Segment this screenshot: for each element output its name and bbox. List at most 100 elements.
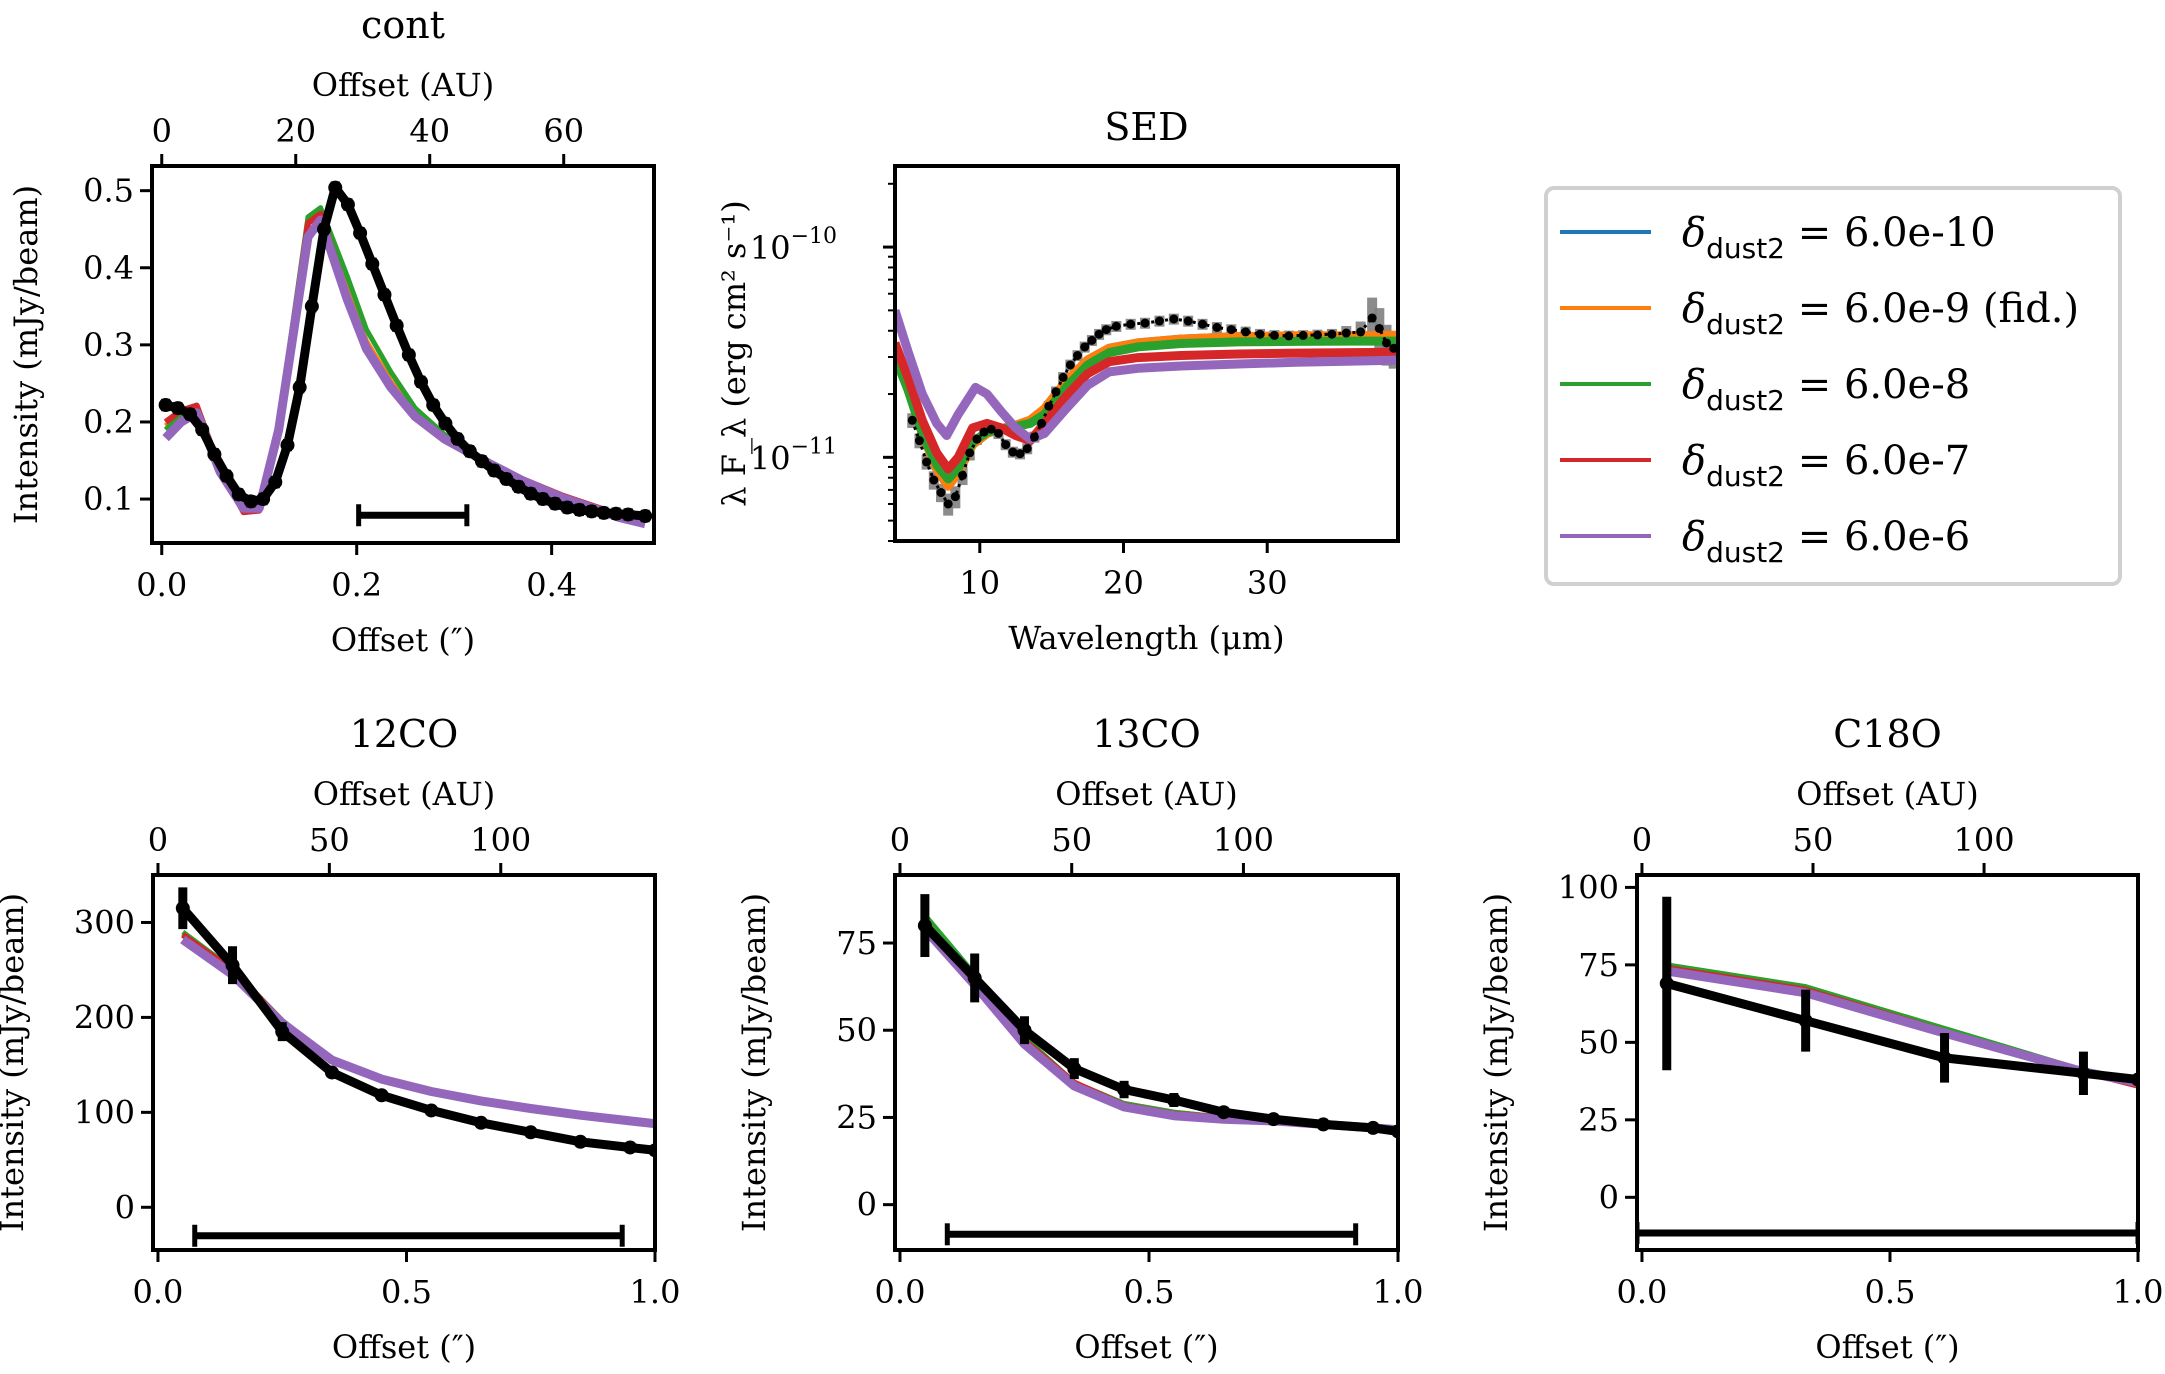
observed-point	[1198, 319, 1208, 329]
observed-point	[414, 374, 429, 389]
panel-cont: 0.0 0.2 0.4 0.1 0.2 0.3 0.4 0.5 0 20 40 60 Offset (A…	[7, 3, 656, 659]
observed-point	[1015, 449, 1025, 459]
y-axis-label: Intensity (mJy/beam)	[1477, 893, 1515, 1232]
observed-point	[275, 1024, 290, 1039]
top-x-axis-label: Offset (AU)	[313, 775, 495, 813]
observed-point	[450, 431, 465, 446]
top-tick-label: 50	[1793, 821, 1834, 859]
observed-point	[462, 444, 477, 459]
model-line-6-0e-6	[895, 309, 1398, 444]
observed-point	[231, 487, 246, 502]
observed-point	[324, 1065, 339, 1080]
observed-point	[365, 256, 380, 271]
x-tick-label: 0.0	[1617, 1273, 1668, 1311]
x-axis-label: Offset (″)	[332, 1328, 476, 1366]
legend-entry: δdust2 = 6.0e-10	[1560, 210, 1996, 265]
panel-title: 12CO	[350, 712, 459, 756]
observed-point	[243, 494, 258, 509]
observed-point	[1111, 321, 1121, 331]
observed-point	[1117, 1082, 1132, 1097]
observed-point	[1284, 331, 1294, 341]
y-tick-label: 75	[836, 924, 877, 962]
top-tick-label: 40	[409, 112, 450, 150]
legend-label: δdust2 = 6.0e-9 (fid.)	[1682, 286, 2079, 341]
observed-point	[317, 222, 332, 237]
top-tick-label: 0	[890, 821, 910, 859]
top-tick-label: 0	[148, 821, 168, 859]
panel-title: C18O	[1833, 712, 1942, 756]
legend-frame	[1544, 186, 2122, 586]
y-tick-label: 0.1	[83, 480, 134, 518]
observed-point	[158, 397, 173, 412]
observed-point	[256, 492, 271, 507]
plot-area	[917, 894, 1398, 1246]
observed-point	[1101, 325, 1111, 335]
x-tick-label: 0.5	[1865, 1273, 1916, 1311]
observed-point	[523, 1125, 538, 1140]
observed-point	[1166, 1093, 1181, 1107]
axes-frame	[1635, 873, 2140, 1252]
axes-frame	[150, 164, 656, 545]
y-tick-label: 100	[74, 1093, 135, 1131]
y-axis-label: Intensity (mJy/beam)	[735, 893, 773, 1232]
observed-point	[175, 901, 190, 916]
observed-point	[170, 401, 185, 416]
y-tick-label: 0.4	[83, 249, 134, 287]
x-tick-label: 0.0	[133, 1273, 184, 1311]
y-tick-label: 0.3	[83, 326, 134, 364]
legend: δdust2 = 6.0e-10 δdust2 = 6.0e-9 (fid.) …	[1544, 186, 2122, 586]
legend-entry: δdust2 = 6.0e-8	[1560, 362, 1970, 417]
observed-point	[2076, 1066, 2091, 1081]
top-tick-label: 100	[470, 821, 531, 859]
observed-point	[1316, 1117, 1331, 1132]
y-tick-label: 0	[115, 1188, 135, 1226]
observed-point	[511, 479, 526, 494]
y-tick-label: 300	[74, 903, 135, 941]
observed-point	[584, 504, 599, 519]
observed-point	[353, 226, 368, 241]
observed-point	[1298, 330, 1308, 340]
observed-point	[183, 407, 198, 422]
y-tick-base: 10	[750, 439, 791, 477]
x-tick-label: 0.2	[331, 566, 382, 604]
observed-point	[1659, 976, 1674, 991]
x-axis-label: Wavelength (μm)	[1008, 619, 1284, 657]
y-tick-label: 0.2	[83, 403, 134, 441]
x-axis-label: Offset (″)	[331, 621, 475, 659]
observed-point	[535, 492, 550, 507]
observed-point	[1212, 322, 1222, 332]
observed-point	[523, 486, 538, 501]
y-tick-label: 25	[1578, 1101, 1619, 1139]
observed-point	[401, 347, 416, 362]
y-tick-label: 200	[74, 998, 135, 1036]
observed-point	[304, 299, 319, 314]
x-tick-label: 1.0	[2113, 1273, 2164, 1311]
model-line-6-0e-8	[895, 336, 1398, 484]
legend-entry: δdust2 = 6.0e-7	[1560, 438, 1970, 493]
x-tick-label: 1.0	[630, 1273, 681, 1311]
y-tick-label: 0	[857, 1186, 877, 1224]
observed-point	[377, 287, 392, 302]
panel-title: SED	[1104, 105, 1188, 149]
observed-point	[280, 438, 295, 453]
x-tick-label: 1.0	[1373, 1273, 1424, 1311]
observed-point	[1937, 1050, 1952, 1065]
observed-point	[572, 502, 587, 517]
observed-point	[225, 958, 240, 973]
panel-c18o: 0.0 0.5 1.0 0 25 50 75 100 0 50 100 Offset (AU) C18O…	[1477, 712, 2163, 1366]
observed-point	[1008, 447, 1018, 457]
y-axis-label: Intensity (mJy/beam)	[7, 185, 45, 524]
observed-point	[474, 454, 489, 469]
observed-point	[292, 380, 307, 395]
y-tick-label: 0	[1599, 1178, 1619, 1216]
panel-title: 13CO	[1092, 712, 1201, 756]
observed-point	[1216, 1105, 1231, 1120]
axes-frame	[151, 873, 657, 1252]
observed-point	[623, 1140, 638, 1155]
observed-point	[328, 180, 343, 195]
observed-point	[1241, 327, 1251, 337]
top-tick-label: 50	[1051, 821, 1092, 859]
legend-label: δdust2 = 6.0e-8	[1682, 362, 1970, 417]
observed-point	[219, 468, 234, 483]
